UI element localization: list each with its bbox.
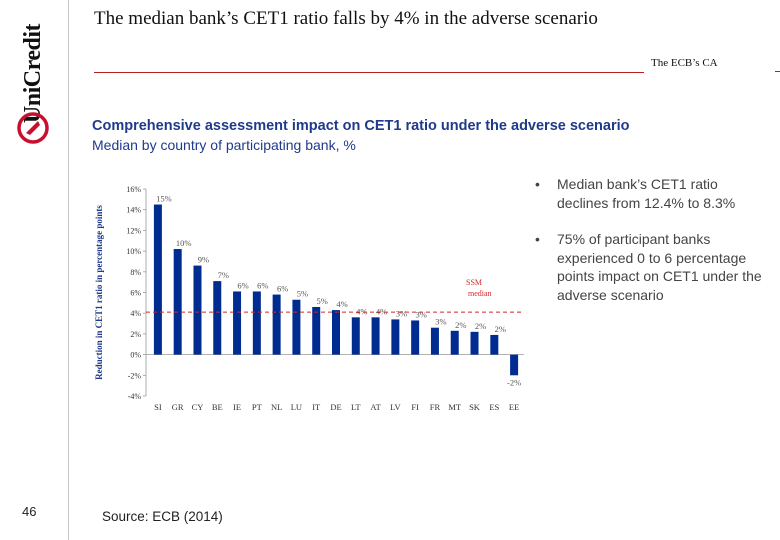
- key-point: 75% of participant banks experienced 0 t…: [535, 230, 770, 304]
- bar-si: [153, 204, 162, 355]
- category-label: PT: [252, 402, 263, 412]
- data-label: 2%: [475, 321, 486, 331]
- bar-es: [490, 334, 499, 355]
- y-tick-label: -2%: [128, 371, 142, 380]
- unicredit-logo-text: UniCredit: [20, 24, 46, 124]
- data-label: 2%: [495, 324, 506, 334]
- key-points-list: Median bank’s CET1 ratio declines from 1…: [535, 175, 770, 322]
- y-tick-label: 2%: [130, 330, 141, 339]
- bar-lv: [391, 319, 400, 355]
- bar-ie: [233, 291, 242, 355]
- data-label: 9%: [198, 255, 209, 265]
- bar-de: [332, 310, 340, 355]
- y-tick-label: -4%: [128, 392, 142, 401]
- category-label: LV: [390, 402, 401, 412]
- bar-sk: [470, 331, 479, 355]
- y-tick-label: 0%: [130, 351, 141, 360]
- data-label: 15%: [156, 194, 172, 204]
- data-label: 6%: [257, 280, 268, 290]
- data-label: -2%: [507, 377, 521, 387]
- data-label: 3%: [396, 308, 407, 318]
- category-label: IE: [233, 402, 241, 412]
- category-label: GR: [172, 402, 184, 412]
- y-tick-label: 6%: [130, 289, 141, 298]
- y-tick-label: 16%: [126, 185, 141, 194]
- y-tick-label: 10%: [126, 247, 141, 256]
- chart-title: Comprehensive assessment impact on CET1 …: [92, 118, 630, 134]
- category-label: MT: [448, 402, 462, 412]
- edge-divider: [775, 71, 780, 72]
- sidebar: UniCredit 46: [0, 0, 69, 540]
- category-label: EE: [509, 402, 519, 412]
- category-label: LT: [351, 402, 361, 412]
- data-label: 7%: [218, 270, 229, 280]
- cet1-impact-bar-chart: -4% -2% 0% 2% 4% 6% 8% 10% 12% 14% 16% Reduction in…: [94, 185, 524, 412]
- data-label: 10%: [176, 238, 192, 248]
- y-tick-label: 14%: [126, 206, 141, 215]
- data-label: 4%: [356, 306, 367, 316]
- data-label: 4%: [336, 299, 347, 309]
- bar-cy: [193, 265, 202, 355]
- category-label: FI: [411, 402, 419, 412]
- data-label: 6%: [237, 280, 248, 290]
- y-tick-label: 4%: [130, 309, 141, 318]
- source-note: Source: ECB (2014): [102, 509, 223, 524]
- page-title: The median bank’s CET1 ratio falls by 4%…: [94, 8, 598, 29]
- category-label: ES: [489, 402, 499, 412]
- bar-it: [312, 306, 321, 355]
- category-label: SK: [469, 402, 481, 412]
- category-label: LU: [291, 402, 302, 412]
- bar-gr: [173, 249, 182, 355]
- section-tag: The ECB’s CA: [651, 57, 718, 69]
- bar-lu: [292, 299, 301, 355]
- ssm-median-label: SSM: [466, 278, 482, 287]
- y-tick-label: 8%: [130, 268, 141, 277]
- unicredit-logo-icon: [17, 112, 49, 144]
- bar-ee: [510, 354, 519, 376]
- category-label: CY: [192, 402, 204, 412]
- ssm-median-label: median: [468, 289, 492, 298]
- category-label: DE: [330, 402, 341, 412]
- category-label: FR: [430, 402, 441, 412]
- page-number: 46: [22, 504, 37, 519]
- category-label: IT: [312, 402, 321, 412]
- bar-fi: [411, 320, 420, 355]
- data-label: 6%: [277, 284, 288, 294]
- bar-at: [371, 317, 380, 355]
- bar-mt: [450, 330, 459, 355]
- key-point: Median bank’s CET1 ratio declines from 1…: [535, 175, 770, 212]
- data-label: 2%: [455, 320, 466, 330]
- data-label: 3%: [435, 317, 446, 327]
- category-label: NL: [271, 402, 282, 412]
- category-label: AT: [370, 402, 381, 412]
- bar-lt: [351, 317, 360, 355]
- chart-subtitle: Median by country of participating bank,…: [92, 137, 356, 153]
- bar-pt: [252, 291, 261, 355]
- bar-nl: [272, 294, 281, 355]
- y-tick-label: 12%: [126, 226, 141, 235]
- data-label: 4%: [376, 306, 387, 316]
- bar-fr: [430, 327, 439, 355]
- data-label: 5%: [297, 289, 308, 299]
- category-label: SI: [154, 402, 162, 412]
- bar-be: [213, 281, 222, 355]
- category-label: BE: [212, 402, 223, 412]
- data-label: 5%: [317, 296, 328, 306]
- y-axis-label: Reduction in CET1 ratio in percentage po…: [94, 205, 104, 380]
- title-divider: [94, 72, 644, 73]
- data-label: 3%: [415, 309, 426, 319]
